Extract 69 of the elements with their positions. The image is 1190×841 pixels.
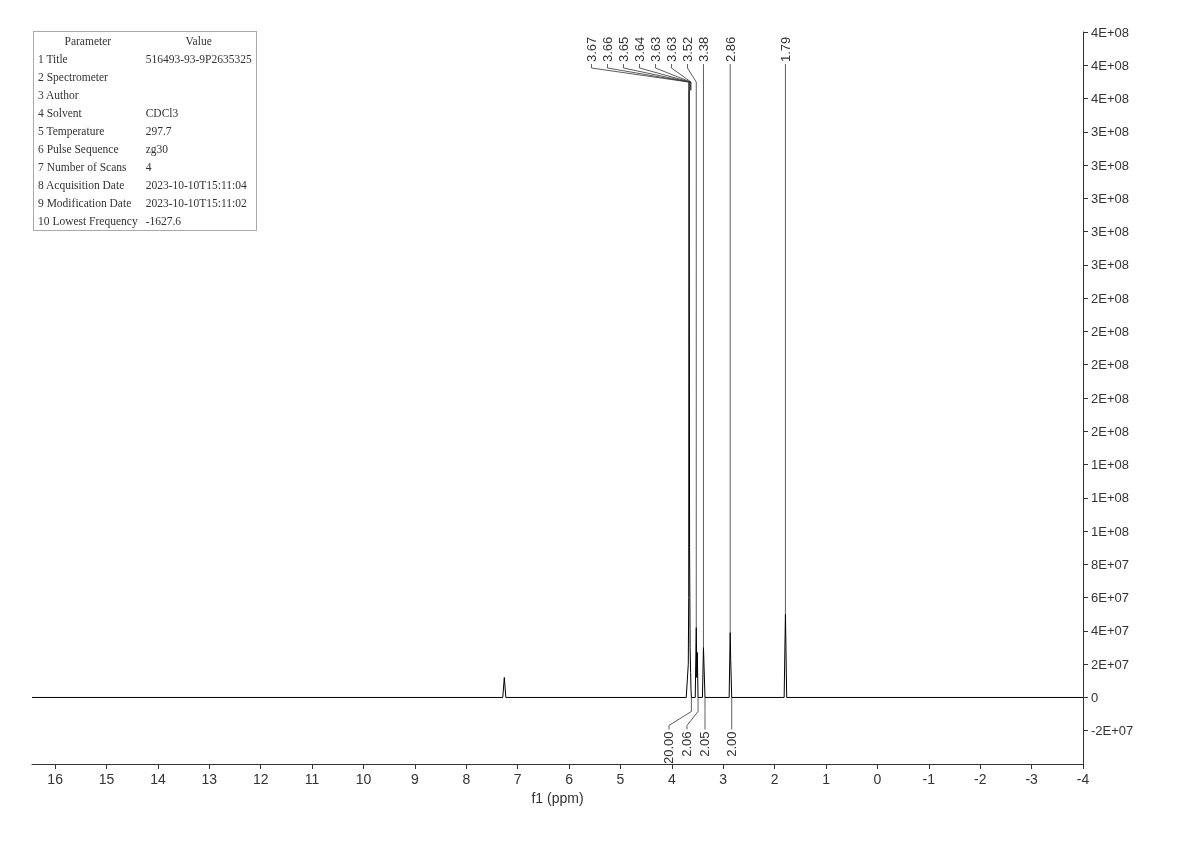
annotation: 3.66 (599, 36, 615, 62)
text: 1 Title 516493-93-9P2635325 (38, 53, 252, 65)
annotation: 2.00 (724, 731, 740, 757)
x-tick-label: -3 (1025, 771, 1039, 787)
y-tick-label: 2E+08 (1091, 357, 1129, 373)
x-axis-title: f1 (ppm) (531, 789, 584, 806)
annotation: 3.65 (615, 36, 631, 62)
y-tick-label: 8E+07 (1091, 556, 1129, 572)
annotation: 2 Spectrometer (37, 70, 109, 86)
y-tick-label: 3E+08 (1091, 190, 1129, 206)
x-tick-label: 15 (98, 771, 115, 787)
y-tick-label: 3E+08 (1091, 224, 1129, 240)
y-tick-label: 1E+08 (1091, 523, 1129, 539)
y-tick-label: 0 (1091, 689, 1099, 705)
x-tick-label: -2 (973, 771, 987, 787)
x-tick-label: 10 (355, 771, 372, 787)
x-tick-label: 2 (770, 771, 779, 787)
annotation: 3.63 (663, 36, 679, 62)
annotation: 20.00 (661, 731, 677, 764)
y-tick-label: 6E+07 (1091, 590, 1129, 606)
annotation: 10 Lowest Frequency -1627.6 (37, 214, 183, 230)
y-tick-label: 2E+08 (1091, 323, 1129, 339)
x-tick-label: 6 (565, 771, 574, 787)
y-tick-label: 1E+08 (1091, 490, 1129, 506)
annotation: 3.63 (647, 36, 663, 62)
x-tick-label: 8 (462, 771, 471, 787)
text: 8 Acquisition Date 2023-10-10T15:11:04 (38, 179, 247, 191)
x-tick-label: 9 (410, 771, 419, 787)
text: Parameter Value (64, 35, 212, 47)
text: 9 Modification Date 2023-10-10T15:11:02 (38, 197, 247, 209)
text: 4 Solvent CDCl3 (38, 107, 179, 119)
y-tick-label: 3E+08 (1091, 257, 1129, 273)
x-tick-label: 5 (616, 771, 625, 787)
text: 7 Number of Scans 4 (38, 161, 152, 173)
y-tick-label: 4E+08 (1091, 57, 1129, 73)
x-tick-label: 16 (47, 771, 64, 787)
x-tick-label: 11 (304, 771, 320, 787)
annotation: 3.64 (631, 36, 647, 62)
y-tick-label: 4E+07 (1091, 623, 1129, 639)
y-tick-label: 2E+07 (1091, 656, 1129, 672)
annotation: 2.06 (679, 731, 695, 757)
x-tick-label: 1 (822, 771, 831, 787)
x-tick-label: 0 (873, 771, 882, 787)
y-tick-label: 1E+08 (1091, 457, 1129, 473)
x-tick-label: 12 (252, 771, 269, 787)
text: 5 Temperature 297.7 (38, 125, 172, 137)
x-tick-label: 13 (201, 771, 218, 787)
annotation: 3.38 (695, 36, 711, 62)
y-tick-label: -2E+07 (1091, 723, 1134, 739)
x-tick-label: 7 (513, 771, 522, 787)
y-tick-label: 3E+08 (1091, 124, 1129, 140)
y-tick-label: 4E+08 (1091, 91, 1129, 107)
y-tick-label: 2E+08 (1091, 390, 1129, 406)
annotation: 2.05 (697, 731, 713, 757)
y-tick-label: 4E+08 (1091, 24, 1129, 40)
x-tick-label: 3 (719, 771, 728, 787)
annotation: 3 Author (37, 88, 80, 103)
x-tick-label: -1 (922, 771, 936, 787)
y-tick-label: 3E+08 (1091, 157, 1129, 173)
y-tick-label: 2E+08 (1091, 423, 1129, 439)
x-tick-label: -4 (1076, 771, 1090, 787)
annotation: 1.79 (777, 36, 793, 62)
annotation: 2.86 (722, 36, 738, 62)
annotation: 3.67 (583, 36, 599, 62)
y-tick-label: 2E+08 (1091, 290, 1129, 306)
x-tick-label: 14 (150, 771, 166, 787)
x-tick-label: 4 (667, 771, 676, 787)
annotation: 3.52 (679, 36, 695, 62)
text: 6 Pulse Sequence zg30 (38, 143, 169, 155)
